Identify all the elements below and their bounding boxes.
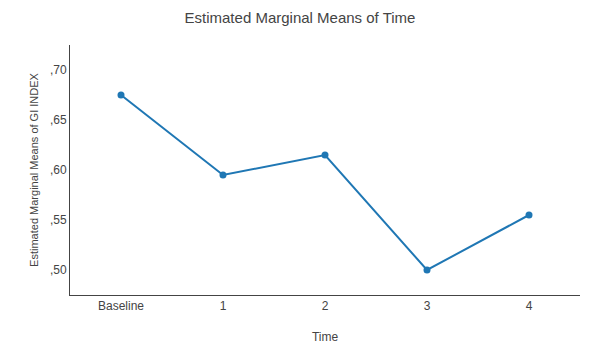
svg-text:,70: ,70 [50,63,67,77]
svg-text:1: 1 [220,299,227,313]
svg-text:Baseline: Baseline [98,299,144,313]
svg-text:,65: ,65 [50,113,67,127]
svg-text:,50: ,50 [50,263,67,277]
svg-text:Estimated Marginal Means of Ti: Estimated Marginal Means of Time [185,9,416,26]
svg-text:3: 3 [424,299,431,313]
svg-text:,60: ,60 [50,163,67,177]
svg-text:Estimated Marginal Means of GI: Estimated Marginal Means of GI INDEX [28,72,40,266]
svg-text:4: 4 [526,299,533,313]
svg-text:Time: Time [312,330,339,344]
svg-text:,55: ,55 [50,213,67,227]
svg-text:2: 2 [322,299,329,313]
